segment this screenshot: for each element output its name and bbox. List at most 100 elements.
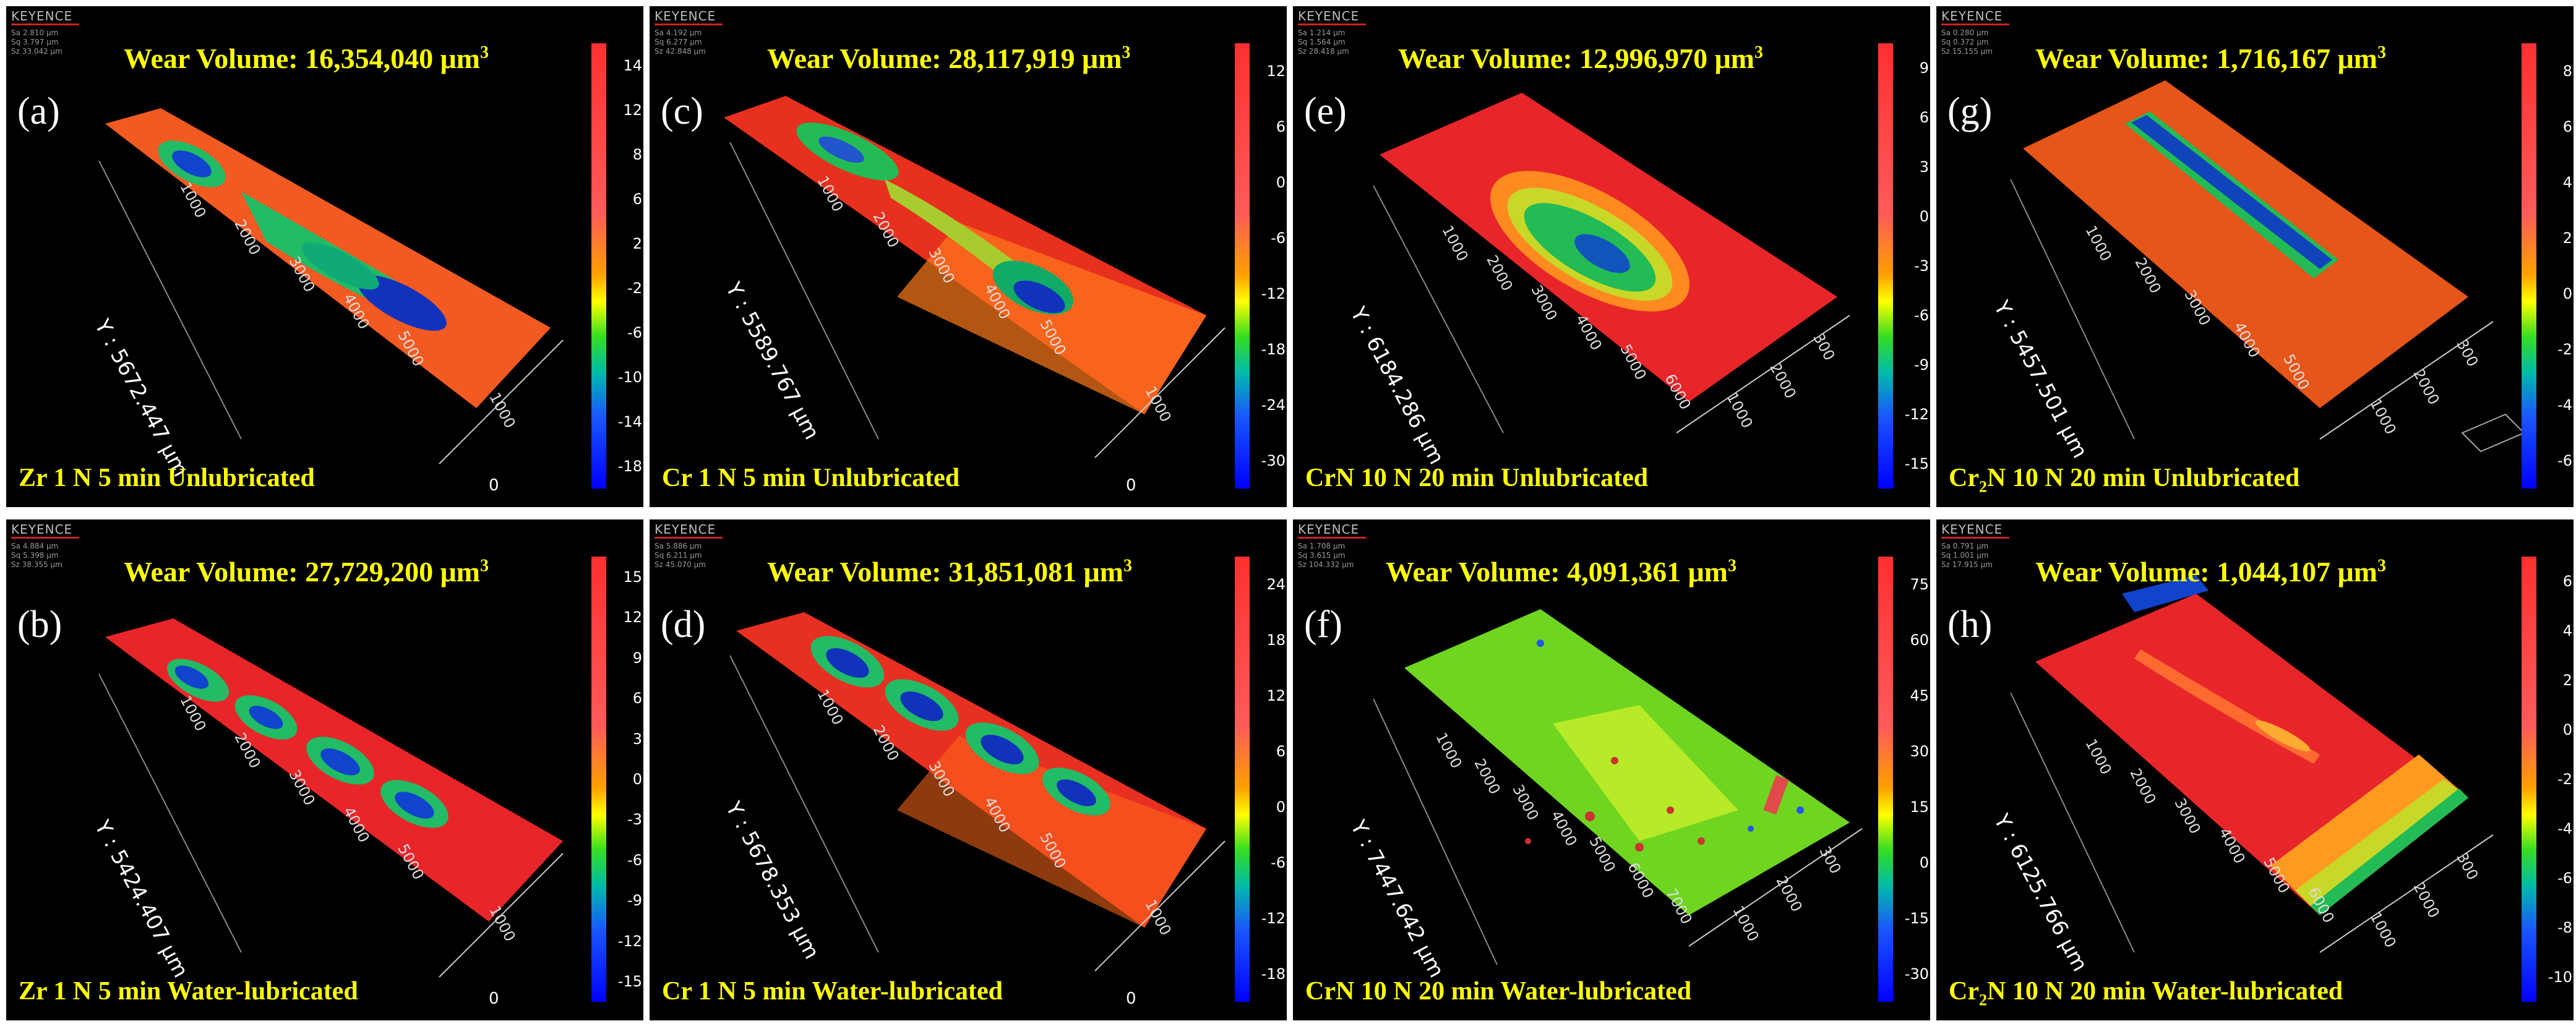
stat-sa: Sa 4.884 μm xyxy=(11,542,59,550)
color-scale-tick: -18 xyxy=(617,458,642,475)
zero-label: 0 xyxy=(489,989,499,1008)
wear-volume: Wear Volume: 1,716,167 μm3 xyxy=(2035,43,2386,74)
panel-c: KEYENCE Sa 4.192 μm Sq 6.277 μm Sz 42.84… xyxy=(650,6,1287,507)
stat-sz: Sz 15.155 μm xyxy=(1941,47,1993,56)
color-scale-tick: -30 xyxy=(1904,965,1929,983)
panel-caption: Cr 1 N 5 min Water-lubricated xyxy=(662,976,1003,1006)
stat-sz: Sz 28.418 μm xyxy=(1298,47,1349,56)
color-scale-tick: 0 xyxy=(1276,174,1286,191)
color-scale-bar xyxy=(591,43,606,489)
panel-label: (c) xyxy=(661,90,703,132)
color-scale-ticks: 15 12 9 6 3 0 -3 -6 -9 -12 -15 xyxy=(608,557,642,1002)
panel-caption: Cr 1 N 5 min Unlubricated xyxy=(662,463,960,492)
logo-underline xyxy=(655,24,723,25)
stat-sz: Sz 33.042 μm xyxy=(11,47,62,56)
panel-e: KEYENCE Sa 1.214 μm Sq 1.564 μm Sz 28.41… xyxy=(1293,6,1930,507)
logo-underline xyxy=(11,537,79,539)
color-scale-tick: -6 xyxy=(1271,229,1286,247)
panel-label: (a) xyxy=(17,90,60,132)
color-scale-tick: 9 xyxy=(632,649,642,667)
surface-plot-g xyxy=(2010,80,2525,453)
color-scale-ticks: 6 4 2 0 -2 -4 -6 -8 -10 xyxy=(2538,557,2572,1002)
logo-brand: KEYENCE xyxy=(11,9,73,24)
color-scale-ticks: 12 6 0 -6 -12 -18 -24 -30 xyxy=(1251,43,1286,489)
panel-g: KEYENCE Sa 0.280 μm Sq 0.372 μm Sz 15.15… xyxy=(1936,6,2574,507)
stat-sa: Sa 2.810 μm xyxy=(11,28,59,37)
color-scale-tick: 6 xyxy=(2562,118,2572,135)
panel-label: (g) xyxy=(1947,90,1993,132)
panel-caption: CrN 10 N 20 min Water-lubricated xyxy=(1305,976,1692,1006)
panel-f: KEYENCE Sa 1.708 μm Sq 3.615 μm Sz 104.3… xyxy=(1293,519,1930,1020)
color-scale-tick: -18 xyxy=(1261,965,1286,983)
color-scale-tick: -15 xyxy=(617,973,642,991)
color-scale-tick: 3 xyxy=(632,730,642,748)
surface-plot-d xyxy=(729,612,1226,972)
stat-sz: Sz 42.848 μm xyxy=(655,47,706,56)
wear-volume: Wear Volume: 1,044,107 μm3 xyxy=(2035,556,2386,588)
panel-caption: Zr 1 N 5 min Water-lubricated xyxy=(19,976,358,1006)
color-scale-tick: 6 xyxy=(1276,118,1286,135)
stat-sa: Sa 5.886 μm xyxy=(655,542,702,550)
panel-label: (h) xyxy=(1947,604,1993,646)
stat-sq: Sq 5.398 μm xyxy=(11,551,59,560)
color-scale-tick: -12 xyxy=(1261,285,1286,302)
stats-readout: Sa 1.214 μm Sq 1.564 μm Sz 28.418 μm xyxy=(1298,28,1349,56)
color-scale-tick: 9 xyxy=(1919,59,1929,77)
stat-sa: Sa 0.280 μm xyxy=(1941,28,1989,37)
color-scale-bar xyxy=(1235,557,1250,1002)
color-scale-tick: -10 xyxy=(617,369,642,386)
stat-sa: Sa 1.214 μm xyxy=(1298,28,1346,37)
panel-d: KEYENCE Sa 5.886 μm Sq 6.211 μm Sz 45.07… xyxy=(650,519,1287,1020)
color-scale-bar xyxy=(1878,557,1893,1002)
color-scale-tick: 6 xyxy=(632,690,642,707)
stats-readout: Sa 2.810 μm Sq 3.797 μm Sz 33.042 μm xyxy=(11,28,62,56)
color-scale-tick: 6 xyxy=(1276,743,1286,760)
wear-volume: Wear Volume: 16,354,040 μm3 xyxy=(124,43,489,74)
panel-caption: CrN 10 N 20 min Unlubricated xyxy=(1305,463,1649,492)
color-scale-tick: 24 xyxy=(1266,576,1286,593)
wear-volume: Wear Volume: 31,851,081 μm3 xyxy=(767,556,1132,588)
logo-brand: KEYENCE xyxy=(655,9,716,24)
color-scale-tick: 12 xyxy=(1266,687,1286,704)
color-scale-ticks: 14 12 8 6 2 -2 -6 -10 -14 -18 xyxy=(608,43,642,489)
wear-volume: Wear Volume: 12,996,970 μm3 xyxy=(1398,43,1763,74)
color-scale-tick: 0 xyxy=(1919,854,1929,871)
color-scale-tick: 12 xyxy=(623,609,642,626)
color-scale-tick: 15 xyxy=(1910,798,1929,816)
color-scale-tick: -12 xyxy=(1261,910,1286,927)
color-scale-ticks: 8 6 4 2 0 -2 -4 -6 xyxy=(2538,43,2572,489)
logo-brand: KEYENCE xyxy=(11,522,73,537)
color-scale-tick: -12 xyxy=(1904,406,1929,423)
color-scale-tick: -6 xyxy=(1271,854,1286,871)
surface-plot-f xyxy=(1373,609,1863,965)
logo-brand: KEYENCE xyxy=(1941,9,2003,24)
surface-plot-b xyxy=(98,618,564,978)
color-scale-tick: -30 xyxy=(1261,452,1286,469)
color-scale-tick: -6 xyxy=(2557,870,2572,887)
stat-sa: Sa 0.791 μm xyxy=(1941,542,1989,550)
color-scale-tick: -6 xyxy=(1914,307,1929,324)
stat-sz: Sz 104.332 μm xyxy=(1298,560,1354,569)
color-scale-ticks: 9 6 3 0 -3 -6 -9 -12 -15 xyxy=(1894,43,1929,489)
stats-readout: Sa 0.280 μm Sq 0.372 μm Sz 15.155 μm xyxy=(1941,28,1993,56)
color-scale-tick: 12 xyxy=(1266,62,1286,80)
color-scale-tick: 4 xyxy=(2562,622,2572,639)
panel-label: (f) xyxy=(1304,604,1342,646)
color-scale-tick: -2 xyxy=(627,280,642,297)
color-scale-ticks: 24 18 12 6 0 -6 -12 -18 xyxy=(1251,557,1286,1002)
color-scale-tick: 45 xyxy=(1910,687,1929,704)
color-scale-tick: 6 xyxy=(632,190,642,208)
color-scale-tick: 6 xyxy=(1919,109,1929,126)
color-scale-tick: 12 xyxy=(623,101,642,119)
stat-sq: Sq 3.615 μm xyxy=(1298,551,1346,560)
color-scale-ticks: 75 60 45 30 15 0 -15 -30 xyxy=(1894,557,1929,1002)
panel-caption: Cr2N 10 N 20 min Water-lubricated xyxy=(1949,976,2343,1009)
color-scale-tick: -4 xyxy=(2557,820,2572,837)
surface-plot-e xyxy=(1373,93,1850,434)
logo-underline xyxy=(1941,537,2009,539)
logo-brand: KEYENCE xyxy=(655,522,716,537)
surface-plot-a xyxy=(98,108,564,464)
logo-underline xyxy=(1298,24,1366,25)
color-scale-tick: 6 xyxy=(2562,572,2572,590)
color-scale-tick: 18 xyxy=(1266,631,1286,649)
